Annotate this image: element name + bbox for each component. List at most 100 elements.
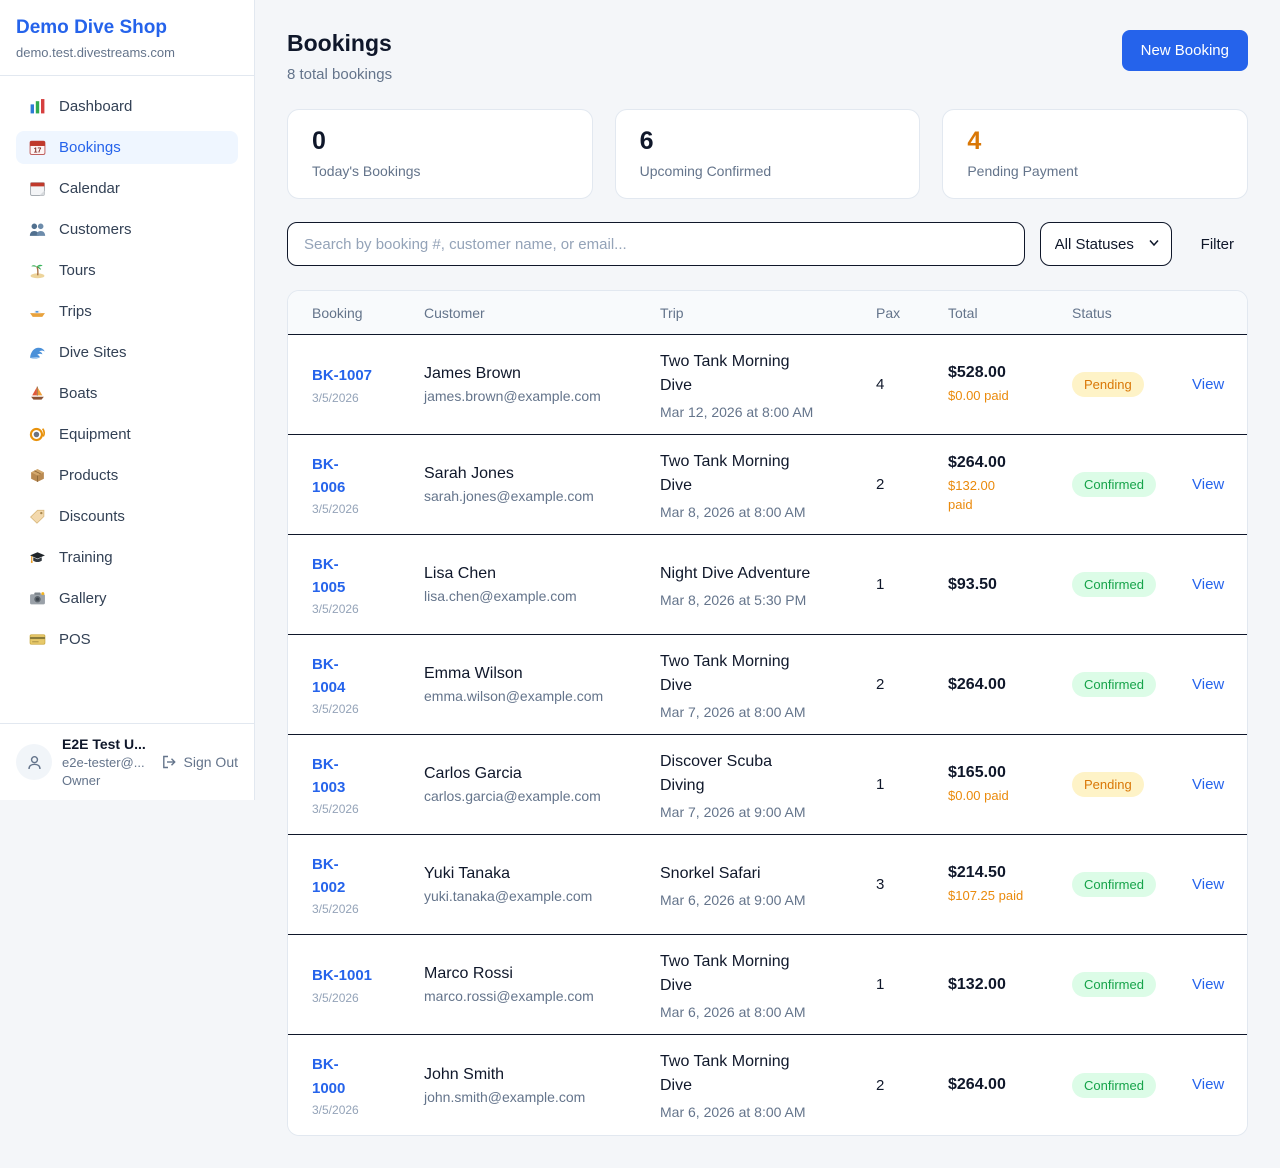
sidebar-item-tours[interactable]: Tours (16, 254, 238, 287)
booking-date: 3/5/2026 (312, 702, 359, 717)
customer-cell: Carlos Garcia carlos.garcia@example.com (424, 765, 660, 804)
customer-email: carlos.garcia@example.com (424, 788, 601, 804)
booking-id-link[interactable]: BK-1007 (312, 367, 373, 385)
tag-icon (29, 509, 45, 524)
trip-cell: Night Dive Adventure Mar 8, 2026 at 5:30… (660, 562, 876, 608)
booking-date: 3/5/2026 (312, 1102, 359, 1117)
actions-cell: View (1192, 876, 1235, 894)
status-badge: Confirmed (1072, 972, 1156, 997)
trip-datetime: Mar 6, 2026 at 8:00 AM (660, 1003, 806, 1020)
total-amount: $264.00 (948, 675, 1006, 693)
status-cell: Pending (1072, 372, 1192, 397)
user-section: E2E Test U... e2e-tester@... Owner Sign … (0, 723, 254, 800)
booking-id-link[interactable]: BK- 1000 (312, 1056, 346, 1097)
booking-id-link[interactable]: BK- 1003 (312, 755, 346, 796)
dive-mask-icon (29, 427, 46, 442)
wave-icon (30, 347, 45, 359)
sidebar-item-products[interactable]: Products (16, 459, 238, 492)
bar-chart-icon (30, 99, 45, 114)
col-header-customer: Customer (424, 304, 485, 321)
view-link[interactable]: View (1192, 575, 1225, 593)
status-badge: Confirmed (1072, 472, 1156, 497)
table-row: BK-1001 3/5/2026 Marco Rossi marco.rossi… (288, 935, 1247, 1035)
sign-out-button[interactable]: Sign Out (161, 754, 238, 770)
user-name: E2E Test U... (62, 736, 146, 752)
sidebar-item-pos[interactable]: POS (16, 623, 238, 656)
booking-date: 3/5/2026 (312, 802, 359, 817)
customer-cell: Sarah Jones sarah.jones@example.com (424, 465, 660, 504)
filter-row: All Statuses Filter (287, 222, 1248, 266)
pax-value: 1 (876, 576, 885, 593)
view-link[interactable]: View (1192, 775, 1225, 793)
trip-cell: Two Tank Morning Dive Mar 12, 2026 at 8:… (660, 350, 876, 420)
status-badge: Confirmed (1072, 872, 1156, 897)
view-link[interactable]: View (1192, 1076, 1225, 1093)
trip-datetime: Mar 7, 2026 at 8:00 AM (660, 703, 806, 720)
trip-cell: Two Tank Morning Dive Mar 8, 2026 at 8:0… (660, 450, 876, 520)
sidebar-item-label: Dashboard (59, 98, 133, 115)
customer-name: Carlos Garcia (424, 765, 522, 782)
sidebar-item-equipment[interactable]: Equipment (16, 418, 238, 451)
booking-id-link[interactable]: BK- 1004 (312, 655, 346, 696)
sidebar-item-label: Trips (59, 303, 92, 320)
search-input[interactable] (287, 222, 1025, 266)
col-header-pax: Pax (876, 304, 901, 321)
view-link[interactable]: View (1192, 975, 1225, 993)
sidebar-item-customers[interactable]: Customers (16, 213, 238, 246)
view-link[interactable]: View (1192, 675, 1225, 693)
sidebar-item-calendar[interactable]: Calendar (16, 172, 238, 205)
new-booking-button[interactable]: New Booking (1121, 30, 1248, 71)
total-amount: $214.50 (948, 863, 1006, 881)
sidebar-item-label: Gallery (59, 590, 107, 607)
status-cell: Confirmed (1072, 472, 1192, 497)
trip-datetime: Mar 8, 2026 at 5:30 PM (660, 591, 807, 608)
stat-card-pending-payment: 4 Pending Payment (942, 109, 1248, 199)
booking-id-link[interactable]: BK- 1005 (312, 555, 346, 596)
actions-cell: View (1192, 676, 1235, 694)
actions-cell: View (1192, 1076, 1235, 1094)
paid-amount: $0.00 paid (948, 387, 1009, 403)
sailboat-icon (31, 386, 44, 400)
sidebar-item-trips[interactable]: Trips (16, 295, 238, 328)
sidebar-item-label: Products (59, 467, 119, 484)
booking-id-link[interactable]: BK-1001 (312, 967, 373, 985)
filter-button[interactable]: Filter (1187, 236, 1248, 253)
sidebar-item-discounts[interactable]: Discounts (16, 500, 238, 533)
view-link[interactable]: View (1192, 875, 1225, 893)
sidebar-item-training[interactable]: Training (16, 541, 238, 574)
sidebar-item-dive-sites[interactable]: Dive Sites (16, 336, 238, 369)
table-row: BK- 1006 3/5/2026 Sarah Jones sarah.jone… (288, 435, 1247, 535)
customer-name: Lisa Chen (424, 565, 497, 582)
booking-id-link[interactable]: BK- 1006 (312, 455, 346, 496)
total-amount: $264.00 (948, 1076, 1006, 1093)
view-link[interactable]: View (1192, 475, 1225, 493)
sidebar-item-dashboard[interactable]: Dashboard (16, 90, 238, 123)
sidebar-item-label: Boats (59, 385, 98, 402)
page-header: Bookings 8 total bookings New Booking (287, 30, 1248, 83)
people-icon (29, 223, 46, 236)
booking-id-link[interactable]: BK- 1002 (312, 855, 346, 896)
total-cell: $93.50 (948, 576, 1072, 594)
sidebar-item-boats[interactable]: Boats (16, 377, 238, 410)
total-amount: $93.50 (948, 575, 997, 593)
customer-email: james.brown@example.com (424, 388, 601, 404)
brand-name[interactable]: Demo Dive Shop (16, 17, 167, 38)
trip-cell: Two Tank Morning Dive Mar 7, 2026 at 8:0… (660, 650, 876, 720)
view-link[interactable]: View (1192, 375, 1225, 393)
customer-email: lisa.chen@example.com (424, 588, 577, 604)
paid-amount: $0.00 paid (948, 787, 1009, 803)
customer-name: John Smith (424, 1065, 505, 1083)
status-cell: Confirmed (1072, 1072, 1192, 1098)
sidebar-item-gallery[interactable]: Gallery (16, 582, 238, 615)
customer-cell: Emma Wilson emma.wilson@example.com (424, 665, 660, 704)
sidebar-item-label: Calendar (59, 180, 120, 197)
trip-name: Two Tank Morning Dive (660, 1053, 790, 1094)
sign-out-label: Sign Out (183, 754, 238, 770)
status-select[interactable]: All Statuses (1039, 222, 1172, 266)
customer-cell: Lisa Chen lisa.chen@example.com (424, 565, 660, 604)
grad-cap-icon (30, 552, 45, 563)
status-cell: Confirmed (1072, 972, 1192, 997)
booking-cell: BK- 1006 3/5/2026 (312, 453, 424, 517)
user-role: Owner (62, 773, 101, 788)
sidebar-item-bookings[interactable]: 17 Bookings (16, 131, 238, 164)
